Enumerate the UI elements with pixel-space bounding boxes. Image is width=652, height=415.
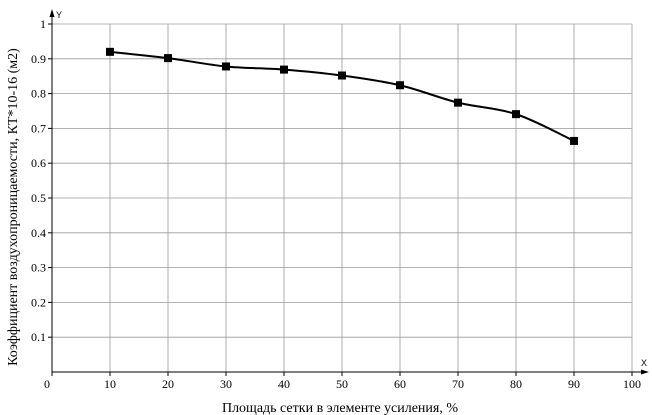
y-tick-label: 0.9 (31, 52, 46, 66)
y-axis-label: Коэффициент воздухопроницаемости, КТ*10-… (6, 48, 21, 366)
x-tick-label: 90 (568, 377, 580, 391)
data-point-marker (512, 110, 520, 119)
x-tick-label: 20 (162, 377, 174, 391)
x-tick-label: 80 (510, 377, 522, 391)
y-tick-label: 0.7 (31, 121, 46, 135)
x-tick-label: 60 (394, 377, 406, 391)
y-tick-label: 0.3 (31, 261, 46, 275)
data-point-marker (396, 81, 404, 90)
x-tick-label: 30 (220, 377, 232, 391)
y-tick-label: 0.5 (31, 191, 46, 205)
x-tick-label: 10 (104, 377, 116, 391)
data-point-marker (222, 62, 230, 71)
y-axis-letter: Y (56, 10, 62, 20)
y-tick-label: 1 (40, 17, 46, 31)
x-tick-label: 50 (336, 377, 348, 391)
y-tick-label: 0.4 (31, 226, 46, 240)
axes (48, 9, 649, 376)
data-point-marker (338, 71, 346, 80)
data-point-marker (164, 54, 172, 63)
x-tick-label: 40 (278, 377, 290, 391)
data-point-marker (106, 47, 114, 56)
data-point-marker (280, 65, 288, 74)
data-point-marker (570, 136, 578, 145)
x-tick-label: 0 (44, 377, 50, 391)
data-point-marker (454, 98, 462, 107)
x-tick-label: 70 (452, 377, 464, 391)
x-axis-label: Площадь сетки в элементе усиления, % (222, 401, 458, 415)
y-tick-label: 0.6 (31, 156, 46, 170)
x-axis-arrow (641, 369, 649, 375)
y-tick-label: 0.1 (31, 330, 46, 344)
x-tick-label: 100 (623, 377, 641, 391)
y-tick-label: 0.8 (31, 87, 46, 101)
x-axis-letter: X (641, 358, 647, 368)
y-axis-arrow (49, 9, 55, 17)
tick-labels: 0 10 20 30 40 50 60 70 80 90 100 0.1 0.2 0.3 0.4 0.5 0.6… (31, 17, 641, 391)
y-tick-label: 0.2 (31, 295, 46, 309)
data-series (106, 47, 578, 145)
